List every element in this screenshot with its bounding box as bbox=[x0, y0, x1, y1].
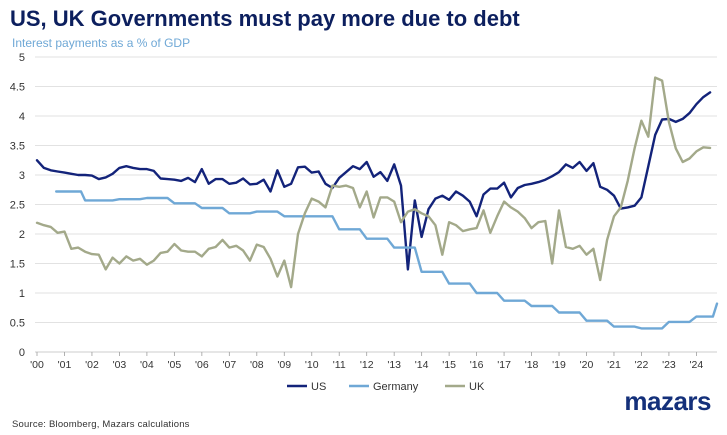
x-tick-label: '04 bbox=[140, 359, 154, 371]
series-line-uk bbox=[35, 76, 712, 289]
y-tick-label: 4.5 bbox=[10, 82, 25, 94]
y-tick-label: 2.5 bbox=[10, 200, 25, 212]
x-tick-label: '11 bbox=[333, 359, 346, 371]
x-tick-label: '14 bbox=[415, 359, 429, 371]
series-line-germany bbox=[55, 190, 719, 330]
x-tick-label: '12 bbox=[360, 359, 374, 371]
chart-title: US, UK Governments must pay more due to … bbox=[10, 6, 520, 31]
series-layer bbox=[35, 76, 719, 330]
x-tick-label: '21 bbox=[607, 359, 621, 371]
x-tick-label: '09 bbox=[277, 359, 291, 371]
x-tick-label: '17 bbox=[497, 359, 511, 371]
y-axis: 0 0.5 1 1.5 2 2.5 3 3.5 4 4.5 5 bbox=[10, 52, 25, 359]
x-tick-label: '07 bbox=[222, 359, 236, 371]
y-tick-label: 3.5 bbox=[10, 141, 25, 153]
legend-label-uk: UK bbox=[469, 381, 485, 393]
x-tick-label: '10 bbox=[305, 359, 319, 371]
x-tick-label: '23 bbox=[662, 359, 676, 371]
x-tick-label: '18 bbox=[525, 359, 539, 371]
x-tick-label: '22 bbox=[635, 359, 649, 371]
x-tick-label: '15 bbox=[442, 359, 456, 371]
y-tick-label: 5 bbox=[19, 52, 25, 64]
legend-label-us: US bbox=[311, 381, 326, 393]
y-tick-label: 1.5 bbox=[10, 259, 25, 271]
series-line-us bbox=[35, 91, 712, 271]
y-tick-label: 0.5 bbox=[10, 318, 25, 330]
mazars-logo: mazars bbox=[624, 386, 711, 416]
chart-subtitle: Interest payments as a % of GDP bbox=[12, 36, 191, 50]
y-tick-label: 1 bbox=[19, 288, 25, 300]
x-tick-label: '16 bbox=[470, 359, 484, 371]
x-tick-label: '24 bbox=[690, 359, 704, 371]
x-tick-label: '00 bbox=[30, 359, 44, 371]
x-tick-label: '08 bbox=[250, 359, 264, 371]
x-axis: '00 '01 '02 '03 '04 '05 '06 '07 '08 '09 '10 '11 '12 '… bbox=[30, 352, 703, 371]
legend: US Germany UK bbox=[287, 381, 485, 393]
y-tick-label: 0 bbox=[19, 347, 25, 359]
x-tick-label: '19 bbox=[552, 359, 566, 371]
x-tick-label: '20 bbox=[580, 359, 594, 371]
legend-label-germany: Germany bbox=[373, 381, 419, 393]
x-tick-label: '01 bbox=[58, 359, 72, 371]
x-tick-label: '02 bbox=[85, 359, 99, 371]
x-tick-label: '06 bbox=[195, 359, 209, 371]
grid-layer bbox=[35, 56, 717, 353]
y-tick-label: 2 bbox=[19, 229, 25, 241]
x-tick-label: '03 bbox=[113, 359, 127, 371]
source-note: Source: Bloomberg, Mazars calculations bbox=[12, 419, 190, 430]
y-tick-label: 4 bbox=[19, 111, 25, 123]
y-tick-label: 3 bbox=[19, 170, 25, 182]
x-tick-label: '13 bbox=[387, 359, 401, 371]
x-tick-label: '05 bbox=[168, 359, 182, 371]
